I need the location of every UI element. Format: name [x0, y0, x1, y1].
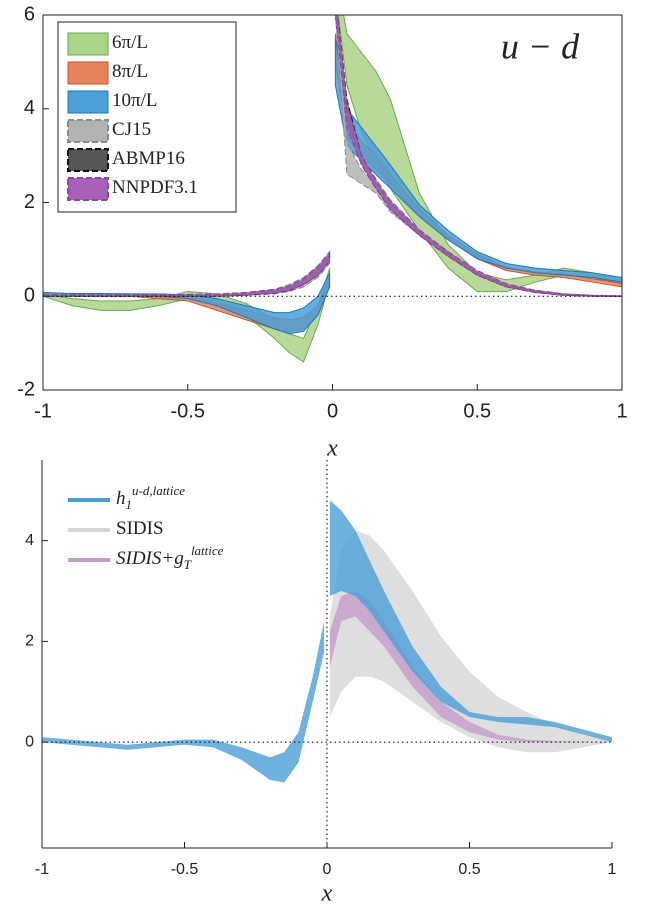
legend-name: SIDIS+g [116, 548, 184, 569]
legend-label: SIDIS+gTlattice [116, 543, 224, 572]
legend-name: 10π/L [112, 90, 157, 111]
band [334, 38, 622, 283]
legend-name: NNPDF3.1 [112, 177, 198, 198]
legend-sup: lattice [191, 543, 224, 558]
y-tick-label: 0 [24, 285, 35, 307]
x-axis-label: x [321, 881, 333, 907]
legend-label: h1u-d,lattice [116, 483, 185, 512]
panel: -1 -0.5 0 0.5 1024xh1u-d,latticeSIDISSIDIS+g… [25, 460, 617, 907]
legend-name: 8π/L [112, 61, 148, 82]
panel: -1 -0.5 0 0.5 1 -2 0 2 4 6 x u − d 6π/L 8π/L 10π/L CJ15… [17, 3, 627, 462]
x-tick-label: -1 [35, 861, 49, 878]
legend-swatch [67, 119, 109, 143]
x-tick-label: 0 [323, 861, 332, 878]
legend-sub: 1 [126, 497, 133, 512]
y-tick-label: 2 [24, 191, 35, 213]
band [42, 621, 325, 783]
x-tick-label: -1 [34, 400, 52, 422]
x-tick-label: 0.5 [458, 861, 480, 878]
legend-swatch [67, 61, 109, 85]
legend-name: ABMP16 [112, 148, 185, 169]
legend-name: h [116, 488, 126, 509]
y-tick-label: 2 [25, 633, 34, 650]
legend-swatch [67, 148, 109, 172]
legend-swatch [67, 32, 109, 56]
legend-sub: T [184, 557, 192, 572]
legend-label: 8π/L [112, 61, 148, 82]
band [329, 591, 612, 743]
x-axis-label: x [326, 436, 338, 462]
y-tick-label: 6 [24, 3, 35, 25]
x-tick-label: -0.5 [171, 861, 199, 878]
legend-name: CJ15 [112, 119, 151, 140]
x-tick-label: 1 [616, 400, 627, 422]
legend-name: SIDIS [116, 518, 164, 539]
band [43, 250, 331, 297]
x-tick-label: 1 [608, 861, 617, 878]
legend-label: NNPDF3.1 [112, 177, 198, 198]
plot-area [43, 15, 622, 363]
band [329, 530, 612, 753]
legend-label: CJ15 [112, 119, 151, 140]
band [329, 500, 612, 743]
legend-label: SIDIS [116, 518, 164, 539]
plot-area [42, 500, 612, 783]
legend-label: ABMP16 [112, 148, 185, 169]
legend-label: 6π/L [112, 32, 148, 53]
legend-label: 10π/L [112, 90, 157, 111]
legend-swatch [67, 177, 109, 201]
legend-swatch [67, 90, 109, 114]
annotation: u − d [501, 26, 580, 66]
y-tick-label: 4 [24, 97, 35, 119]
x-tick-label: 0 [327, 400, 338, 422]
x-tick-label: -0.5 [171, 400, 205, 422]
legend-sup: u-d,lattice [132, 483, 185, 498]
y-tick-label: 4 [25, 532, 34, 549]
y-tick-label: -2 [17, 378, 35, 400]
legend-name: 6π/L [112, 32, 148, 53]
y-tick-label: 0 [25, 733, 34, 750]
x-tick-label: 0.5 [463, 400, 491, 422]
